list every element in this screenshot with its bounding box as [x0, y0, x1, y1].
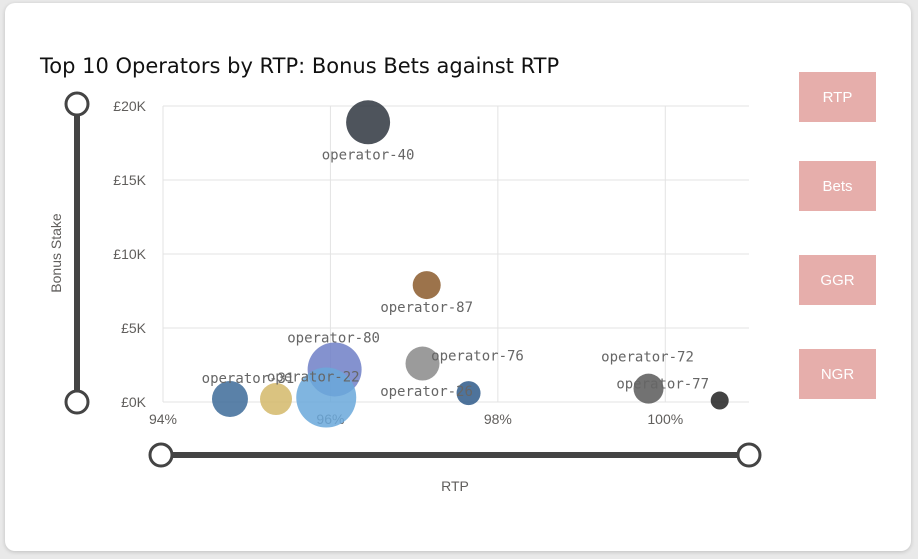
data-label: operator-40 — [322, 147, 415, 163]
data-label: operator-87 — [380, 300, 473, 316]
y-axis-label: Bonus Stake — [48, 213, 64, 293]
data-label: operator-31 — [202, 371, 295, 387]
data-point[interactable] — [260, 383, 293, 416]
data-label: operator-76 — [431, 349, 524, 365]
y-range-slider-bottom-handle[interactable] — [64, 389, 90, 415]
data-point[interactable] — [633, 373, 664, 404]
y-tick-label: £5K — [121, 320, 147, 336]
ngr-button[interactable]: NGR — [799, 349, 876, 399]
x-range-slider-left-handle[interactable] — [148, 442, 174, 468]
data-point[interactable] — [296, 367, 357, 428]
y-tick-label: £0K — [121, 394, 147, 410]
data-point[interactable] — [211, 381, 248, 418]
y-range-slider-top-handle[interactable] — [64, 91, 90, 117]
data-label: operator-77 — [616, 377, 709, 393]
bets-button[interactable]: Bets — [799, 161, 876, 211]
data-points — [211, 100, 729, 428]
y-tick-label: £10K — [113, 246, 146, 262]
y-tick-label: £20K — [113, 98, 146, 114]
data-point[interactable] — [710, 391, 729, 410]
x-tick-label: 98% — [484, 411, 512, 427]
data-label: operator-26 — [380, 384, 473, 400]
data-point[interactable] — [405, 346, 440, 381]
data-label: operator-72 — [601, 350, 694, 366]
x-tick-label: 100% — [647, 411, 683, 427]
rtp-button[interactable]: RTP — [799, 72, 876, 122]
y-tick-label: £15K — [113, 172, 146, 188]
x-tick-label: 94% — [149, 411, 177, 427]
data-label: operator-22 — [267, 370, 360, 386]
data-point[interactable] — [412, 271, 441, 300]
data-point[interactable] — [456, 381, 481, 406]
data-point[interactable] — [346, 100, 391, 145]
data-label: operator-80 — [287, 330, 380, 346]
x-axis-label: RTP — [441, 478, 469, 494]
x-range-slider-right-handle[interactable] — [736, 442, 762, 468]
chart-title: Top 10 Operators by RTP: Bonus Bets agai… — [40, 54, 560, 78]
ggr-button[interactable]: GGR — [799, 255, 876, 305]
